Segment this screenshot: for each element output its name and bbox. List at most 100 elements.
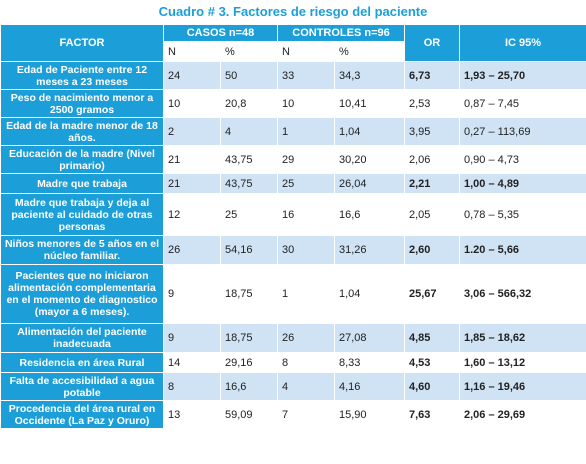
or-cell: 4,53 bbox=[404, 352, 460, 373]
ic-cell: 1,85 – 18,62 bbox=[459, 323, 586, 353]
subheader-casos-pct: % bbox=[220, 41, 278, 62]
factor-cell: Niños menores de 5 años en el núcleo fam… bbox=[0, 235, 164, 265]
controles-n-cell: 10 bbox=[277, 89, 335, 118]
or-cell: 7,63 bbox=[404, 400, 460, 429]
ic-cell: 3,06 – 566,32 bbox=[459, 264, 586, 324]
casos-pct-cell: 20,8 bbox=[220, 89, 278, 118]
casos-pct-cell: 4 bbox=[220, 117, 278, 146]
or-cell: 6,73 bbox=[404, 61, 460, 90]
casos-n-cell: 9 bbox=[163, 323, 221, 353]
factor-cell: Edad de Paciente entre 12 meses a 23 mes… bbox=[0, 61, 164, 90]
casos-n-cell: 13 bbox=[163, 400, 221, 429]
header-factor: FACTOR bbox=[0, 24, 164, 62]
controles-pct-cell: 8,33 bbox=[334, 352, 405, 373]
ic-cell: 0,27 – 113,69 bbox=[459, 117, 586, 146]
subheader-controles-n: N bbox=[277, 41, 335, 62]
controles-n-cell: 25 bbox=[277, 173, 335, 194]
casos-pct-cell: 59,09 bbox=[220, 400, 278, 429]
table-row: Edad de Paciente entre 12 meses a 23 mes… bbox=[0, 61, 586, 90]
table-body: Edad de Paciente entre 12 meses a 23 mes… bbox=[0, 61, 586, 429]
header-or: OR bbox=[404, 24, 460, 62]
controles-pct-cell: 15,90 bbox=[334, 400, 405, 429]
controles-n-cell: 30 bbox=[277, 235, 335, 265]
or-cell: 2,05 bbox=[404, 193, 460, 236]
table-row: Pacientes que no iniciaron alimentación … bbox=[0, 264, 586, 324]
table-row: Residencia en área Rural 14 29,16 8 8,33 4,53… bbox=[0, 352, 586, 373]
casos-pct-cell: 29,16 bbox=[220, 352, 278, 373]
risk-factors-table: FACTOR CASOS n=48 CONTROLES n=96 OR IC 9… bbox=[0, 24, 586, 429]
controles-n-cell: 33 bbox=[277, 61, 335, 90]
table-row: Educación de la madre (Nivel primario) 21… bbox=[0, 145, 586, 174]
casos-n-cell: 24 bbox=[163, 61, 221, 90]
casos-pct-cell: 18,75 bbox=[220, 323, 278, 353]
controles-n-cell: 7 bbox=[277, 400, 335, 429]
controles-pct-cell: 26,04 bbox=[334, 173, 405, 194]
table-row: Edad de la madre menor de 18 años. 2 4 1 1,0… bbox=[0, 117, 586, 146]
casos-n-cell: 2 bbox=[163, 117, 221, 146]
ic-cell: 0,87 – 7,45 bbox=[459, 89, 586, 118]
controles-pct-cell: 34,3 bbox=[334, 61, 405, 90]
casos-pct-cell: 43,75 bbox=[220, 173, 278, 194]
casos-pct-cell: 16,6 bbox=[220, 372, 278, 401]
factor-cell: Peso de nacimiento menor a 2500 gramos bbox=[0, 89, 164, 118]
casos-n-cell: 9 bbox=[163, 264, 221, 324]
controles-n-cell: 1 bbox=[277, 117, 335, 146]
or-cell: 2,60 bbox=[404, 235, 460, 265]
factor-cell: Madre que trabaja bbox=[0, 173, 164, 194]
factor-cell: Edad de la madre menor de 18 años. bbox=[0, 117, 164, 146]
header-casos: CASOS n=48 bbox=[163, 24, 278, 42]
ic-cell: 1,00 – 4,89 bbox=[459, 173, 586, 194]
factor-cell: Falta de accesibilidad a agua potable bbox=[0, 372, 164, 401]
controles-n-cell: 8 bbox=[277, 352, 335, 373]
header-controles: CONTROLES n=96 bbox=[277, 24, 405, 42]
factor-cell: Residencia en área Rural bbox=[0, 352, 164, 373]
ic-cell: 1.20 – 5,66 bbox=[459, 235, 586, 265]
ic-cell: 1,93 – 25,70 bbox=[459, 61, 586, 90]
controles-pct-cell: 16,6 bbox=[334, 193, 405, 236]
factor-cell: Procedencia del área rural en Occidente … bbox=[0, 400, 164, 429]
controles-pct-cell: 4,16 bbox=[334, 372, 405, 401]
header-ic: IC 95% bbox=[459, 24, 586, 62]
table-row: Niños menores de 5 años en el núcleo fam… bbox=[0, 235, 586, 265]
ic-cell: 1,16 – 19,46 bbox=[459, 372, 586, 401]
table-row: Peso de nacimiento menor a 2500 gramos 10… bbox=[0, 89, 586, 118]
or-cell: 4,60 bbox=[404, 372, 460, 401]
controles-n-cell: 4 bbox=[277, 372, 335, 401]
controles-n-cell: 1 bbox=[277, 264, 335, 324]
table-row: Madre que trabaja 21 43,75 25 26,04 2,21 1,00 … bbox=[0, 173, 586, 194]
controles-pct-cell: 30,20 bbox=[334, 145, 405, 174]
table-row: Alimentación del paciente inadecuada 9 18,… bbox=[0, 323, 586, 353]
table-row: Procedencia del área rural en Occidente … bbox=[0, 400, 586, 429]
casos-n-cell: 12 bbox=[163, 193, 221, 236]
or-cell: 2,06 bbox=[404, 145, 460, 174]
ic-cell: 0,90 – 4,73 bbox=[459, 145, 586, 174]
controles-pct-cell: 1,04 bbox=[334, 264, 405, 324]
or-cell: 2,21 bbox=[404, 173, 460, 194]
or-cell: 4,85 bbox=[404, 323, 460, 353]
controles-pct-cell: 10,41 bbox=[334, 89, 405, 118]
table-row: Madre que trabaja y deja al paciente al … bbox=[0, 193, 586, 236]
or-cell: 25,67 bbox=[404, 264, 460, 324]
table-row: Falta de accesibilidad a agua potable 8 16… bbox=[0, 372, 586, 401]
casos-n-cell: 8 bbox=[163, 372, 221, 401]
controles-pct-cell: 1,04 bbox=[334, 117, 405, 146]
or-cell: 3,95 bbox=[404, 117, 460, 146]
casos-pct-cell: 25 bbox=[220, 193, 278, 236]
controles-n-cell: 29 bbox=[277, 145, 335, 174]
ic-cell: 1,60 – 13,12 bbox=[459, 352, 586, 373]
casos-pct-cell: 50 bbox=[220, 61, 278, 90]
casos-pct-cell: 54,16 bbox=[220, 235, 278, 265]
casos-pct-cell: 43,75 bbox=[220, 145, 278, 174]
casos-n-cell: 21 bbox=[163, 173, 221, 194]
factor-cell: Alimentación del paciente inadecuada bbox=[0, 323, 164, 353]
factor-cell: Pacientes que no iniciaron alimentación … bbox=[0, 264, 164, 324]
casos-pct-cell: 18,75 bbox=[220, 264, 278, 324]
factor-cell: Educación de la madre (Nivel primario) bbox=[0, 145, 164, 174]
table-title: Cuadro # 3. Factores de riesgo del pacie… bbox=[158, 4, 428, 19]
or-cell: 2,53 bbox=[404, 89, 460, 118]
controles-pct-cell: 27,08 bbox=[334, 323, 405, 353]
subheader-controles-pct: % bbox=[334, 41, 405, 62]
casos-n-cell: 21 bbox=[163, 145, 221, 174]
ic-cell: 0,78 – 5,35 bbox=[459, 193, 586, 236]
casos-n-cell: 14 bbox=[163, 352, 221, 373]
